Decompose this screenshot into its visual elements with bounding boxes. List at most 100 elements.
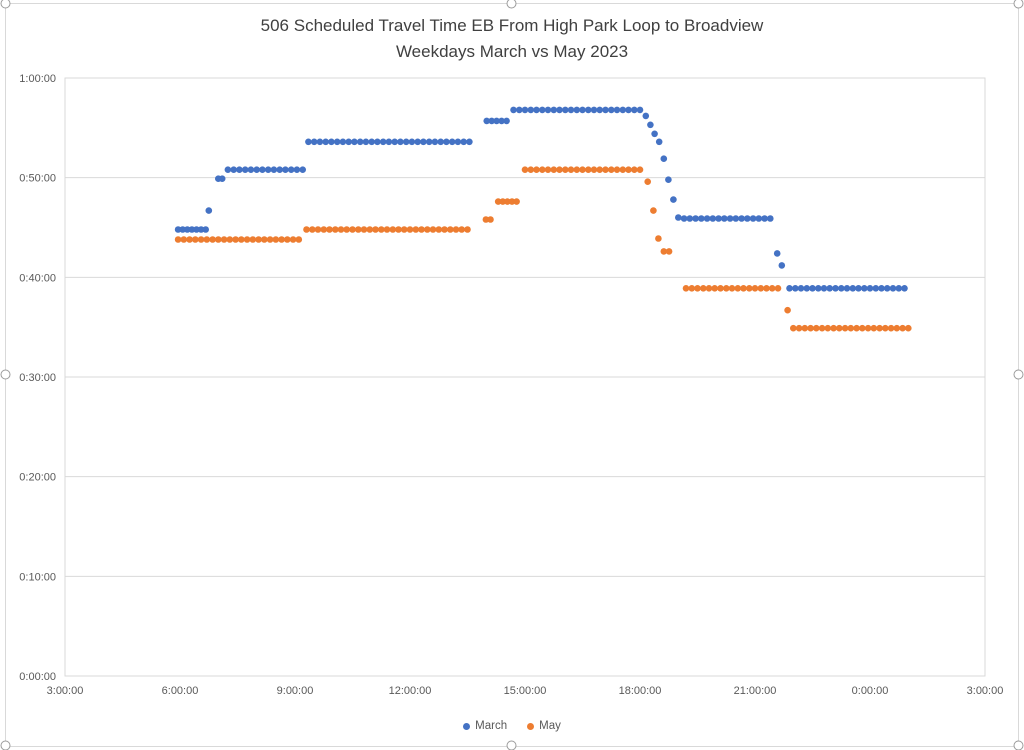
may-data-point <box>289 236 297 243</box>
march-data-point <box>767 215 774 222</box>
x-tick-label: 3:00:00 <box>47 685 84 697</box>
x-tick-label: 18:00:00 <box>619 685 662 697</box>
march-data-point <box>253 166 260 173</box>
march-data-point <box>855 285 862 292</box>
may-data-point <box>734 285 742 292</box>
x-tick-label: 9:00:00 <box>277 685 314 697</box>
may-data-point <box>893 324 901 332</box>
may-data-point <box>590 166 598 173</box>
selection-handle[interactable] <box>0 369 11 380</box>
march-data-point <box>625 106 632 114</box>
may-data-point <box>864 324 872 332</box>
selection-handle[interactable] <box>1013 740 1024 750</box>
may-data-point <box>728 285 736 292</box>
march-data-point <box>692 215 699 222</box>
march-data-point <box>533 106 540 114</box>
march-data-point <box>866 285 874 292</box>
march-data-point <box>778 262 786 269</box>
march-data-point <box>460 138 468 146</box>
may-data-point <box>504 198 511 205</box>
may-data-point <box>464 226 471 233</box>
march-data-point <box>218 175 226 182</box>
march-data-point <box>379 138 387 146</box>
may-data-point <box>192 236 199 243</box>
may-data-point <box>650 207 657 214</box>
march-data-point <box>843 285 851 292</box>
may-data-point <box>249 236 257 243</box>
march-data-point <box>287 166 295 173</box>
march-data-point <box>466 138 473 146</box>
may-data-point <box>303 226 310 233</box>
march-data-point <box>270 166 278 173</box>
may-data-point <box>412 226 420 233</box>
march-data-point <box>179 226 186 233</box>
may-data-point <box>309 226 316 233</box>
may-data-point <box>596 166 603 173</box>
may-data-point <box>567 166 575 173</box>
selection-handle[interactable] <box>506 0 517 9</box>
y-tick-label: 0:40:00 <box>19 272 56 284</box>
may-data-point <box>824 324 832 332</box>
legend-label-march: March <box>475 720 508 732</box>
selection-handle[interactable] <box>0 740 11 750</box>
may-data-point <box>441 226 448 233</box>
legend-item-may[interactable]: May <box>527 720 561 732</box>
may-data-point <box>836 324 843 332</box>
march-data-point <box>483 117 491 125</box>
may-data-point <box>660 248 668 255</box>
march-data-point <box>631 106 638 114</box>
march-data-point <box>414 138 422 146</box>
march-data-point <box>259 166 266 173</box>
may-data-point <box>332 226 339 233</box>
march-data-point <box>236 166 243 173</box>
may-data-point <box>487 216 494 223</box>
march-data-point <box>488 117 496 125</box>
may-data-point <box>243 236 251 243</box>
selection-handle[interactable] <box>506 740 517 750</box>
march-data-point <box>503 117 510 125</box>
march-data-point <box>431 138 439 146</box>
march-data-point <box>345 138 353 146</box>
selection-handle[interactable] <box>1013 0 1024 9</box>
march-data-point <box>573 106 581 114</box>
march-data-point <box>613 106 621 114</box>
may-data-point <box>818 324 826 332</box>
may-data-point <box>435 226 443 233</box>
may-data-point <box>757 285 765 292</box>
x-tick-label: 12:00:00 <box>389 685 432 697</box>
march-data-point <box>579 106 586 114</box>
may-data-point <box>870 324 878 332</box>
may-data-point <box>378 226 385 233</box>
march-data-point <box>448 138 456 146</box>
may-data-point <box>209 236 216 243</box>
may-data-point <box>625 166 632 173</box>
march-data-point <box>205 207 213 214</box>
may-data-point <box>830 324 837 332</box>
may-data-point <box>284 236 291 243</box>
march-data-point <box>878 285 885 292</box>
march-data-point <box>749 215 757 222</box>
may-data-point <box>447 226 454 233</box>
march-data-point <box>241 166 249 173</box>
selection-handle[interactable] <box>0 0 11 9</box>
chart-legend: March May <box>0 720 1024 732</box>
selection-handle[interactable] <box>1013 369 1024 380</box>
may-data-point <box>343 226 351 233</box>
march-data-point <box>797 285 805 292</box>
may-data-point <box>841 324 849 332</box>
may-data-point <box>795 324 803 332</box>
legend-item-march[interactable]: March <box>463 720 507 732</box>
march-data-point <box>197 226 205 233</box>
may-data-point <box>389 226 397 233</box>
march-data-point <box>619 106 627 114</box>
march-data-point <box>820 285 828 292</box>
may-data-point <box>705 285 713 292</box>
may-data-point <box>853 324 860 332</box>
may-data-point <box>619 166 627 173</box>
march-data-point <box>815 285 822 292</box>
march-data-point <box>698 215 705 222</box>
march-data-point <box>368 138 376 146</box>
march-data-point <box>282 166 289 173</box>
march-data-point <box>527 106 535 114</box>
legend-label-may: May <box>539 720 561 732</box>
